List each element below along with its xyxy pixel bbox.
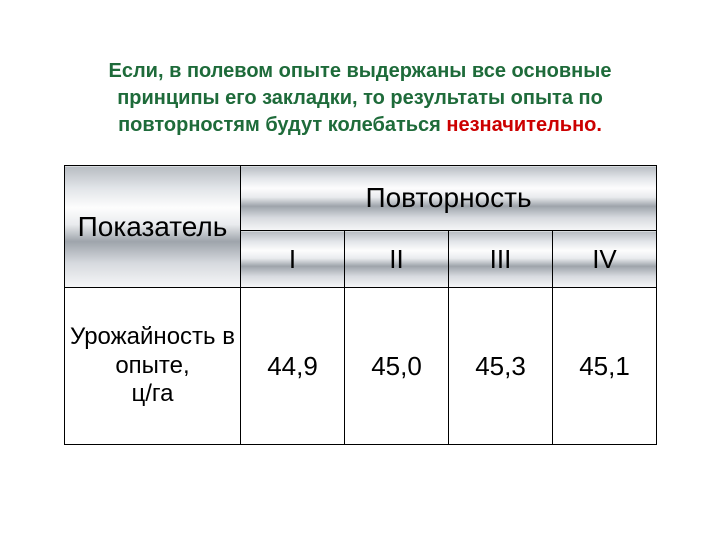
caption-text-red: незначительно.	[446, 114, 602, 136]
header-rep-1: I	[241, 231, 345, 288]
cell-value-2: 45,0	[345, 288, 449, 445]
header-pokazatel: Показатель	[65, 166, 241, 288]
header-rep-2: II	[345, 231, 449, 288]
yield-table: Показатель Повторность I II III IV Урожа…	[64, 165, 657, 445]
cell-value-3: 45,3	[449, 288, 553, 445]
row-label: Урожайность в опыте,ц/га	[65, 288, 241, 445]
table-row: Урожайность в опыте,ц/га 44,9 45,0 45,3 …	[65, 288, 657, 445]
header-rep-4: IV	[553, 231, 657, 288]
header-rep-3: III	[449, 231, 553, 288]
table-container: Показатель Повторность I II III IV Урожа…	[64, 165, 656, 445]
caption: Если, в полевом опыте выдержаны все осно…	[80, 58, 640, 139]
cell-value-4: 45,1	[553, 288, 657, 445]
header-povtornost: Повторность	[241, 166, 657, 231]
cell-value-1: 44,9	[241, 288, 345, 445]
slide: Если, в полевом опыте выдержаны все осно…	[0, 0, 720, 540]
